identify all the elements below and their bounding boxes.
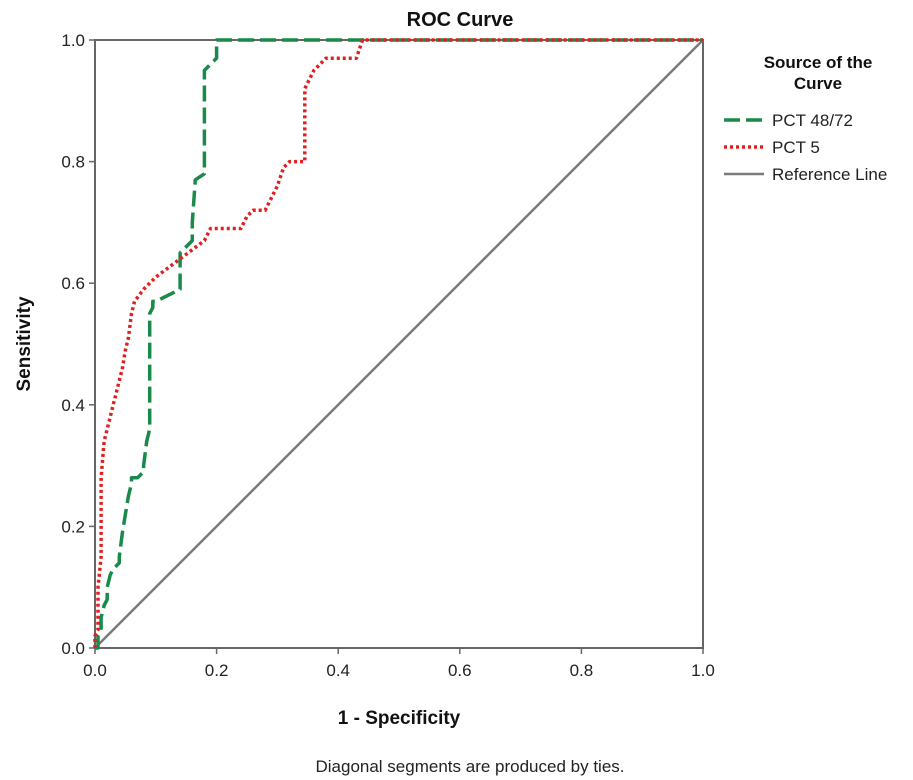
x-tick-label: 0.0 [83,661,107,680]
legend-label-reference-line: Reference Line [772,165,887,184]
legend-label-pct-48-72: PCT 48/72 [772,111,853,130]
series-layer [93,38,704,650]
legend-label-pct-5: PCT 5 [772,138,820,157]
y-axis-title: Sensitivity [14,296,35,391]
x-tick-label: 0.8 [570,661,594,680]
series-line-pct-48-72 [95,38,703,650]
chart-title: ROC Curve [407,9,514,31]
x-tick-label: 0.2 [205,661,229,680]
legend-title-line-2: Curve [794,74,842,93]
legend-title-line-1: Source of the [764,53,873,72]
y-tick-label: 0.4 [61,396,85,415]
x-axis-title: 1 - Specificity [338,708,461,729]
x-tick-label: 0.4 [326,661,350,680]
y-tick-label: 0.0 [61,639,85,658]
x-axis-ticks: 0.0 0.2 0.4 0.6 0.8 1.0 [83,648,715,680]
x-tick-label: 1.0 [691,661,715,680]
x-tick-label: 0.6 [448,661,472,680]
y-tick-label: 1.0 [61,31,85,50]
series-line-pct-5 [93,38,703,648]
y-tick-label: 0.8 [61,153,85,172]
y-tick-label: 0.6 [61,274,85,293]
series-line-reference-line [94,39,704,649]
y-axis-ticks: 0.0 0.2 0.4 0.6 0.8 1.0 [61,31,95,658]
legend: Source of the Curve PCT 48/72 PCT 5 Refere… [724,53,887,184]
footnote: Diagonal segments are produced by ties. [315,757,624,776]
legend-items: PCT 48/72 PCT 5 Reference Line [724,111,887,184]
y-tick-label: 0.2 [61,517,85,536]
